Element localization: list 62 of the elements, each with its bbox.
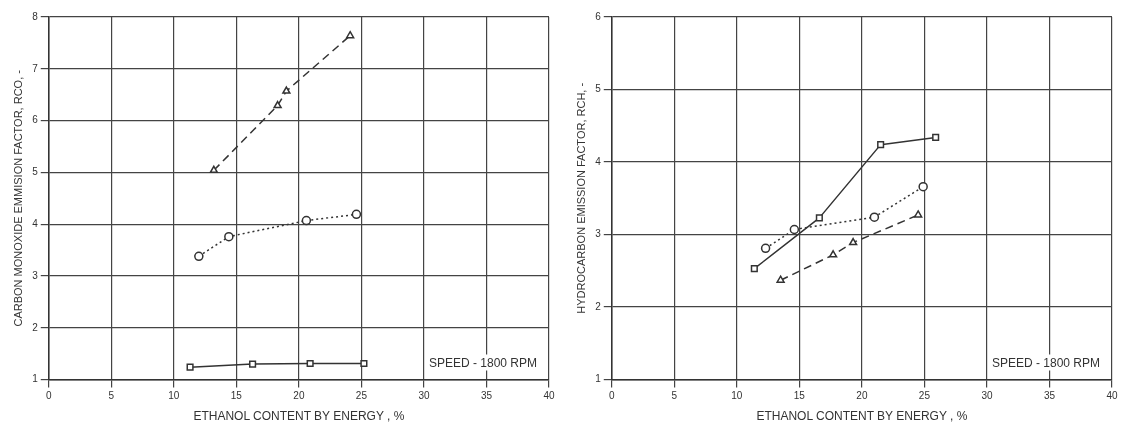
- x-tick-label: 25: [355, 390, 368, 402]
- point: [869, 212, 880, 222]
- x-tick-label: 5: [108, 390, 115, 402]
- y-tick-label: 1: [32, 373, 39, 385]
- x-tick-label: 5: [671, 390, 678, 402]
- point: [776, 275, 785, 283]
- point: [360, 359, 368, 368]
- x-tick-label: 15: [793, 390, 806, 402]
- y-tick-label: 3: [32, 269, 39, 281]
- x-tick-label: 30: [418, 390, 430, 402]
- x-tick-label: 20: [293, 390, 305, 402]
- point: [301, 215, 312, 226]
- x-tick-label: 15: [230, 390, 243, 402]
- x-tick-label: 10: [731, 390, 743, 402]
- y-tick-label: 4: [595, 155, 602, 167]
- x-tick-label: 0: [45, 390, 52, 402]
- y-tick-label: 5: [595, 83, 602, 95]
- y-axis-title: CARBON MONOXIDE EMMISION FACTOR, RCO, -: [11, 69, 24, 327]
- annotation: SPEED - 1800 RPM: [428, 355, 537, 370]
- point: [828, 250, 838, 258]
- x-tick-label: 40: [1106, 390, 1118, 402]
- point: [306, 359, 314, 368]
- x-tick-label: 40: [543, 390, 555, 402]
- x-tick-label: 25: [918, 390, 931, 402]
- x-tick-label: 10: [168, 390, 180, 402]
- point: [750, 265, 758, 273]
- point: [224, 231, 234, 242]
- y-axis-title: HYDROCARBON EMISSION FACTOR, RCH, -: [574, 82, 587, 314]
- x-tick-label: 20: [856, 390, 868, 402]
- x-tick-label: 30: [981, 390, 993, 402]
- point: [209, 165, 219, 174]
- point: [351, 209, 362, 220]
- y-tick-label: 2: [32, 321, 39, 333]
- y-tick-label: 5: [32, 166, 39, 178]
- point: [249, 360, 257, 368]
- point: [282, 86, 291, 94]
- y-tick-label: 8: [32, 10, 39, 22]
- x-axis-title: ETHANOL CONTENT BY ENERGY , %: [756, 409, 968, 424]
- point: [877, 141, 885, 149]
- x-axis-title: ETHANOL CONTENT BY ENERGY , %: [193, 409, 405, 424]
- point: [848, 237, 858, 246]
- y-tick-label: 3: [595, 228, 602, 240]
- point: [345, 30, 355, 39]
- point: [186, 363, 194, 371]
- point: [918, 181, 928, 192]
- x-tick-label: 35: [480, 390, 493, 402]
- annotation: SPEED - 1800 RPM: [991, 355, 1100, 370]
- y-tick-label: 2: [595, 300, 602, 312]
- point: [760, 243, 771, 254]
- point: [932, 133, 940, 141]
- point: [273, 100, 282, 109]
- x-tick-label: 0: [608, 390, 615, 402]
- point: [789, 224, 800, 235]
- y-tick-label: 6: [32, 114, 39, 126]
- x-tick-label: 35: [1043, 390, 1056, 402]
- y-tick-label: 1: [595, 373, 602, 385]
- point: [194, 251, 204, 262]
- point: [815, 214, 823, 222]
- y-tick-label: 6: [595, 10, 602, 22]
- y-tick-label: 7: [32, 62, 39, 74]
- y-tick-label: 4: [32, 217, 39, 229]
- point: [913, 210, 923, 218]
